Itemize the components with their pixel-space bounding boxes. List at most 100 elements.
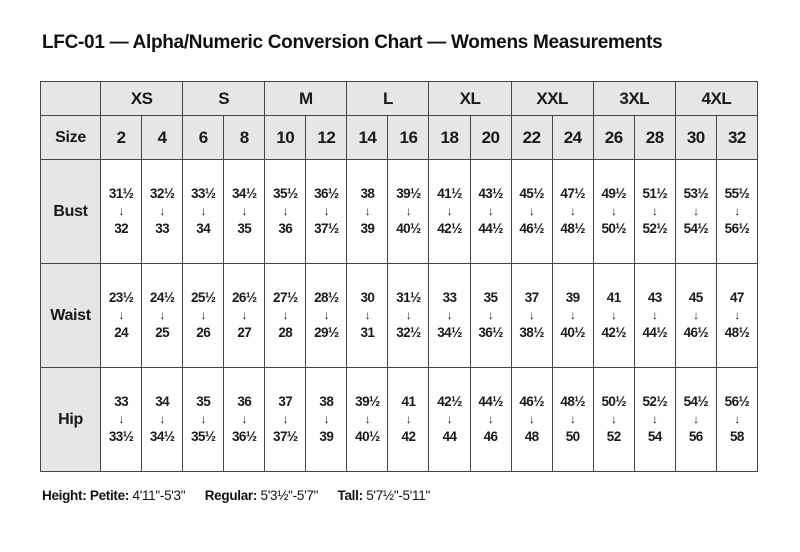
measurement-cell: 24½ ↓ 25 [141, 263, 184, 368]
measurement-cell: 38 ↓ 39 [305, 367, 348, 472]
down-arrow-icon: ↓ [282, 308, 289, 322]
down-arrow-icon: ↓ [364, 204, 371, 218]
down-arrow-icon: ↓ [364, 412, 371, 426]
range-from-value: 27½ [273, 290, 298, 306]
range-to-value: 42½ [437, 221, 462, 236]
down-arrow-icon: ↓ [364, 308, 371, 322]
range-from-value: 56½ [724, 394, 750, 410]
down-arrow-icon: ↓ [241, 204, 248, 218]
down-arrow-icon: ↓ [611, 204, 617, 218]
range-from-value: 49½ [601, 186, 626, 202]
range-to-value: 50 [565, 429, 580, 444]
measurement-cell: 43 ↓ 44½ [633, 263, 676, 368]
range-to-value: 46½ [683, 325, 709, 340]
range-from-value: 34 [155, 394, 170, 410]
range-to-value: 34½ [437, 325, 462, 340]
range-from-value: 36 [237, 394, 252, 410]
range-from-value: 42½ [437, 394, 462, 410]
regular-value: 5'3½"-5'7" [260, 488, 319, 503]
range-to-value: 42 [401, 429, 416, 444]
down-arrow-icon: ↓ [323, 204, 330, 218]
range-to-value: 34½ [149, 429, 175, 444]
range-from-value: 28½ [314, 290, 339, 306]
down-arrow-icon: ↓ [282, 204, 289, 218]
range-to-value: 24 [114, 325, 129, 340]
range-to-value: 44½ [478, 221, 503, 236]
measurement-cell: 41 ↓ 42 [387, 367, 430, 472]
measurement-cell: 39 ↓ 40½ [551, 263, 594, 368]
range-to-value: 50½ [601, 221, 626, 236]
range-from-value: 39½ [355, 394, 380, 410]
range-from-value: 50½ [601, 394, 626, 410]
down-arrow-icon: ↓ [693, 308, 699, 322]
numeric-size-cell: 20 [469, 115, 512, 160]
range-to-value: 44 [442, 429, 457, 444]
down-arrow-icon: ↓ [569, 204, 576, 218]
down-arrow-icon: ↓ [487, 412, 494, 426]
range-to-value: 29½ [314, 325, 339, 340]
measurement-cell: 27½ ↓ 28 [264, 263, 307, 368]
page-title: LFC-01 — Alpha/Numeric Conversion Chart … [42, 32, 663, 53]
down-arrow-icon: ↓ [487, 204, 494, 218]
range-from-value: 47 [730, 290, 744, 306]
range-from-value: 34½ [232, 186, 257, 202]
numeric-size-cell: 22 [510, 115, 553, 160]
measurement-cell: 34 ↓ 34½ [141, 367, 184, 472]
measurement-cell: 33 ↓ 34½ [428, 263, 471, 368]
measurement-cell: 49½ ↓ 50½ [592, 159, 635, 264]
down-arrow-icon: ↓ [569, 308, 576, 322]
range-to-value: 42½ [601, 325, 626, 340]
range-to-value: 34 [196, 221, 211, 236]
range-to-value: 35 [237, 221, 252, 236]
range-from-value: 26½ [232, 290, 257, 306]
range-from-value: 32½ [149, 186, 175, 202]
size-row-label: Size [39, 115, 102, 160]
down-arrow-icon: ↓ [118, 204, 124, 218]
measurement-cell: 45 ↓ 46½ [674, 263, 717, 368]
measurement-cell: 47 ↓ 48½ [715, 263, 759, 368]
measurement-cell: 41 ↓ 42½ [592, 263, 635, 368]
numeric-size-cell: 28 [633, 115, 676, 160]
range-from-value: 37 [278, 394, 293, 410]
numeric-size-cell: 16 [387, 115, 430, 160]
down-arrow-icon: ↓ [734, 308, 740, 322]
alpha-size-header: XXL [510, 81, 594, 116]
measurement-cell: 33 ↓ 33½ [100, 367, 143, 472]
down-arrow-icon: ↓ [693, 204, 699, 218]
tall-label: Tall: [337, 488, 364, 503]
range-to-value: 36 [278, 221, 293, 236]
down-arrow-icon: ↓ [200, 204, 206, 218]
range-from-value: 33½ [190, 186, 216, 202]
range-from-value: 44½ [478, 394, 503, 410]
measurement-cell: 26½ ↓ 27 [223, 263, 266, 368]
measurement-cell: 32½ ↓ 33 [141, 159, 184, 264]
range-from-value: 46½ [519, 394, 544, 410]
measurement-cell: 53½ ↓ 54½ [674, 159, 717, 264]
alpha-size-header: XS [100, 81, 184, 116]
range-to-value: 48½ [724, 325, 750, 340]
range-from-value: 36½ [314, 186, 339, 202]
range-to-value: 56½ [724, 221, 750, 236]
alpha-size-header: S [182, 81, 266, 116]
range-to-value: 36½ [232, 429, 257, 444]
petite-label: Petite: [89, 488, 130, 503]
numeric-size-cell: 8 [223, 115, 266, 160]
range-to-value: 36½ [478, 325, 503, 340]
measurement-cell: 47½ ↓ 48½ [551, 159, 594, 264]
range-to-value: 27 [237, 325, 252, 340]
numeric-size-cell: 2 [100, 115, 143, 160]
measurement-cell: 54½ ↓ 56 [674, 367, 717, 472]
range-to-value: 35½ [190, 429, 216, 444]
range-to-value: 54½ [683, 221, 709, 236]
range-from-value: 39 [565, 290, 580, 306]
down-arrow-icon: ↓ [446, 308, 453, 322]
range-from-value: 30 [360, 290, 375, 306]
range-to-value: 26 [196, 325, 211, 340]
measurement-row: Hip 33 ↓ 33½ 34 ↓ 34½ 35 ↓ 35½ 36 ↓ 36½ 37 ↓ 37½ 38 ↓ 39 39… [39, 367, 759, 472]
range-from-value: 37 [524, 290, 539, 306]
measurement-cell: 44½ ↓ 46 [469, 367, 512, 472]
numeric-size-cell: 4 [141, 115, 184, 160]
height-label: Height: [42, 488, 87, 503]
range-from-value: 43 [647, 290, 662, 306]
